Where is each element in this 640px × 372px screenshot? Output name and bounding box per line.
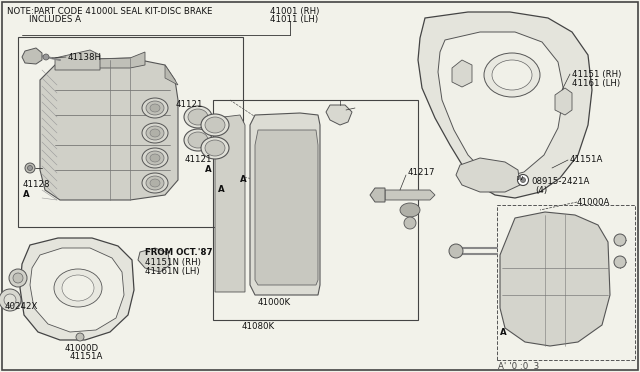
- Text: 41161N (LH): 41161N (LH): [145, 267, 200, 276]
- Ellipse shape: [201, 137, 229, 159]
- Ellipse shape: [142, 98, 168, 118]
- Ellipse shape: [142, 123, 168, 143]
- Bar: [213, 100, 418, 320]
- Text: (4): (4): [535, 186, 547, 195]
- Ellipse shape: [205, 140, 225, 156]
- Circle shape: [43, 54, 49, 60]
- Text: 41121: 41121: [185, 155, 212, 164]
- Text: W: W: [517, 176, 523, 180]
- Ellipse shape: [205, 117, 225, 133]
- Polygon shape: [60, 52, 145, 68]
- Text: A' '0 :0  3: A' '0 :0 3: [498, 362, 540, 371]
- Circle shape: [404, 217, 416, 229]
- Text: 41011 (LH): 41011 (LH): [270, 15, 318, 24]
- Text: 41217: 41217: [408, 168, 435, 177]
- Polygon shape: [138, 248, 170, 272]
- Polygon shape: [215, 115, 245, 292]
- Circle shape: [13, 273, 23, 283]
- Ellipse shape: [146, 126, 164, 140]
- Ellipse shape: [484, 53, 540, 97]
- Polygon shape: [370, 188, 385, 202]
- Text: 41121: 41121: [176, 100, 204, 109]
- Polygon shape: [325, 130, 370, 290]
- Ellipse shape: [201, 114, 229, 136]
- Ellipse shape: [150, 129, 160, 137]
- Text: 41000K: 41000K: [258, 298, 291, 307]
- Polygon shape: [55, 50, 100, 70]
- Circle shape: [28, 166, 33, 170]
- Text: INCLUDES A: INCLUDES A: [7, 15, 81, 24]
- Ellipse shape: [184, 129, 212, 151]
- Circle shape: [520, 177, 525, 183]
- Circle shape: [614, 234, 626, 246]
- Bar: [18, 37, 243, 227]
- Ellipse shape: [400, 203, 420, 217]
- Polygon shape: [274, 118, 340, 298]
- Circle shape: [76, 333, 84, 341]
- Polygon shape: [40, 58, 178, 200]
- Bar: [497, 205, 635, 360]
- Polygon shape: [418, 12, 592, 198]
- Polygon shape: [555, 88, 572, 115]
- Polygon shape: [452, 60, 472, 87]
- Polygon shape: [165, 65, 178, 85]
- Text: 41161 (LH): 41161 (LH): [572, 79, 620, 88]
- Circle shape: [25, 163, 35, 173]
- Ellipse shape: [142, 148, 168, 168]
- Text: 41151N (RH): 41151N (RH): [145, 258, 201, 267]
- Ellipse shape: [188, 109, 208, 125]
- Text: 41151 (RH): 41151 (RH): [572, 70, 621, 79]
- Ellipse shape: [150, 104, 160, 112]
- Polygon shape: [20, 238, 134, 340]
- Ellipse shape: [150, 179, 160, 187]
- Text: A: A: [218, 185, 225, 194]
- Text: NOTE:PART CODE 41000L SEAL KIT-DISC BRAKE: NOTE:PART CODE 41000L SEAL KIT-DISC BRAK…: [7, 7, 212, 16]
- Polygon shape: [438, 32, 564, 178]
- Ellipse shape: [184, 106, 212, 128]
- Text: 41128: 41128: [23, 180, 51, 189]
- Ellipse shape: [54, 269, 102, 307]
- Ellipse shape: [142, 173, 168, 193]
- Circle shape: [518, 174, 529, 186]
- Text: 41138H: 41138H: [68, 53, 102, 62]
- Polygon shape: [500, 212, 610, 346]
- Ellipse shape: [146, 101, 164, 115]
- Polygon shape: [250, 113, 320, 295]
- Text: 40242X: 40242X: [5, 302, 38, 311]
- Text: A: A: [205, 165, 212, 174]
- Polygon shape: [326, 105, 352, 125]
- Text: 41000A: 41000A: [577, 198, 611, 207]
- Ellipse shape: [492, 60, 532, 90]
- Circle shape: [449, 244, 463, 258]
- Ellipse shape: [146, 176, 164, 190]
- Ellipse shape: [146, 151, 164, 165]
- Text: A: A: [23, 190, 29, 199]
- Polygon shape: [22, 48, 42, 64]
- Polygon shape: [30, 248, 124, 332]
- Circle shape: [0, 289, 21, 311]
- Circle shape: [614, 256, 626, 268]
- Ellipse shape: [62, 275, 94, 301]
- Circle shape: [9, 269, 27, 287]
- Text: 41151A: 41151A: [570, 155, 604, 164]
- Text: 41080K: 41080K: [242, 322, 275, 331]
- Polygon shape: [385, 190, 435, 200]
- Ellipse shape: [188, 132, 208, 148]
- Text: 08915-2421A: 08915-2421A: [531, 177, 589, 186]
- Text: FROM OCT.'87: FROM OCT.'87: [145, 248, 212, 257]
- Text: 41151A: 41151A: [70, 352, 104, 361]
- Polygon shape: [218, 230, 242, 258]
- Text: A: A: [500, 328, 507, 337]
- Circle shape: [4, 294, 16, 306]
- Text: A: A: [240, 175, 246, 184]
- Polygon shape: [456, 158, 520, 192]
- Text: 41000D: 41000D: [65, 344, 99, 353]
- Text: 41001 (RH): 41001 (RH): [270, 7, 319, 16]
- Ellipse shape: [150, 154, 160, 162]
- Polygon shape: [255, 130, 318, 285]
